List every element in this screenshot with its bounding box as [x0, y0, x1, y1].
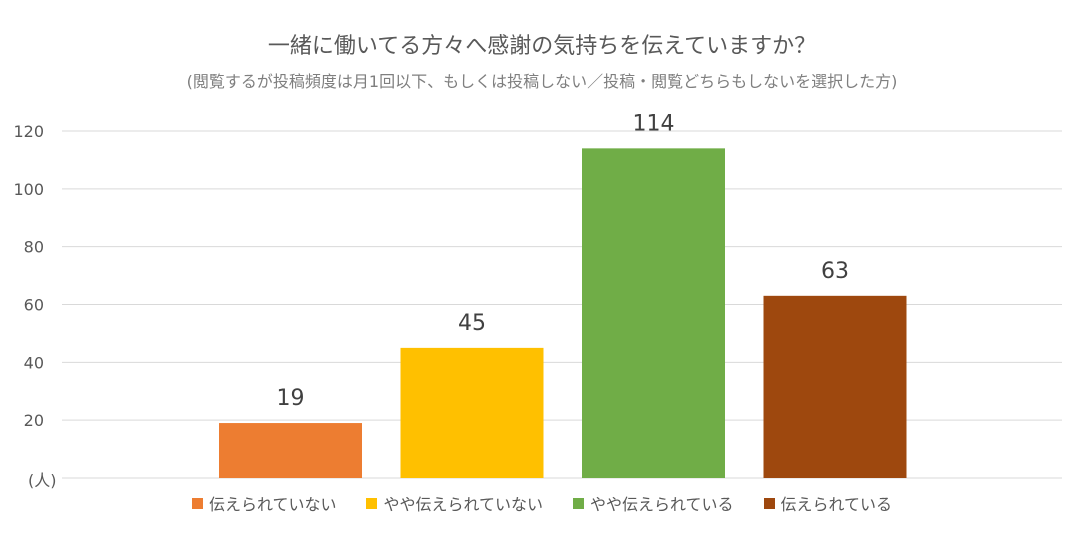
y-tick-label: 80: [24, 238, 44, 257]
legend-swatch: [573, 497, 584, 509]
legend-item: 伝えられていない: [191, 491, 337, 515]
legend: 伝えられていない やや伝えられていない やや伝えられている 伝えられている: [0, 491, 1084, 515]
legend-swatch: [366, 497, 378, 509]
legend-item: 伝えられている: [763, 491, 893, 515]
legend-label: やや伝えられている: [590, 495, 734, 514]
y-tick-label: 120: [13, 122, 44, 141]
legend-item: やや伝えられている: [573, 491, 734, 515]
bar: [400, 347, 544, 478]
y-tick-label: 60: [24, 296, 44, 315]
data-label: 45: [458, 311, 486, 336]
bar: [582, 148, 725, 478]
data-label: 114: [633, 111, 675, 136]
legend-label: 伝えられている: [780, 495, 893, 514]
bar: [219, 423, 362, 478]
chart-title: 一緒に働いてる方々へ感謝の気持ちを伝えていますか？: [267, 34, 817, 59]
legend-label: やや伝えられていない: [383, 495, 543, 514]
chart-subtitle: (閲覧するが投稿頻度は月1回以下、もしくは投稿しない／投稿・閲覧どちらもしないを…: [186, 72, 898, 91]
legend-label: 伝えられていない: [208, 495, 337, 514]
data-label: 63: [821, 259, 849, 284]
y-tick-label: 100: [13, 180, 44, 199]
y-tick-label: 20: [24, 411, 44, 430]
bar: [763, 295, 907, 478]
data-label: 19: [277, 386, 305, 411]
legend-swatch: [763, 497, 775, 509]
y-unit-label: (人): [28, 471, 57, 490]
legend-swatch: [191, 497, 203, 509]
legend-item: やや伝えられていない: [366, 491, 543, 515]
y-tick-label: 40: [24, 353, 44, 372]
